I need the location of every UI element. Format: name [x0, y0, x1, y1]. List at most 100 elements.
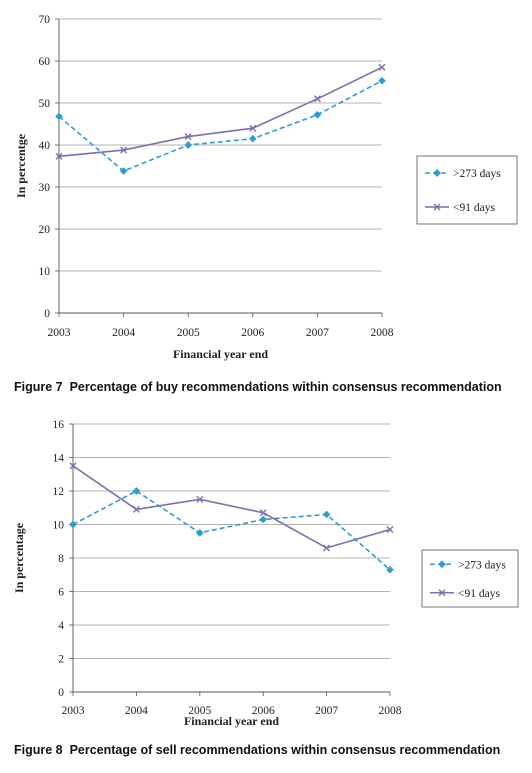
- chart1-y-tick-label: 50: [39, 98, 51, 110]
- chart1-series-under-91-days-point-stroke-b: [120, 146, 128, 154]
- chart1-y-tick-label: 20: [39, 224, 51, 236]
- chart1-gridlines: [59, 18, 382, 272]
- chart1-series-under-91-days-point: [184, 133, 192, 141]
- chart1-series-under-91-days-point: [249, 124, 257, 132]
- chart2-series-over-273-days-point: [132, 487, 141, 495]
- chart2-legend-marker-stroke-b: [438, 589, 446, 597]
- chart1-legend-entry: >273 days: [425, 168, 501, 180]
- chart2-y-tick-label: 10: [53, 520, 65, 532]
- chart1-legend-marker: [433, 203, 441, 211]
- chart2-legend-entry: <91 days: [430, 588, 500, 600]
- chart1-legend-box: [416, 155, 518, 225]
- chart2-series-over-273-days-point: [322, 510, 331, 519]
- chart2-legend-label: >273 days: [458, 559, 506, 571]
- chart2-series-under-91-days-point: [323, 544, 331, 552]
- chart1-x-tick-label: 2007: [306, 327, 329, 339]
- chart1-series-over-273-days-point: [55, 112, 63, 121]
- chart2-series-under-91-days-point: [196, 495, 204, 503]
- chart1-series-under-91-days-line: [58, 66, 383, 158]
- chart2-x-axis-label: Financial year end: [184, 714, 279, 728]
- chart2-x-tick-label: 2007: [315, 705, 338, 717]
- chart2-series-over-273-days: [69, 487, 394, 574]
- chart1-y-tick-label: 10: [39, 266, 51, 278]
- chart1-series-over-273-days-point: [313, 110, 322, 119]
- figure-8-caption: Figure 8 Percentage of sell recommendati…: [14, 743, 500, 757]
- chart1-legend: >273 days <91 days: [416, 155, 518, 225]
- chart2-series-under-91-days-line: [72, 465, 391, 549]
- chart2-series-under-91-days-point: [132, 505, 140, 513]
- chart1-y-axis-label: In percentge: [14, 133, 28, 198]
- chart1-series-over-273-days-line: [58, 80, 383, 172]
- chart2-legend-marker: [438, 560, 446, 569]
- chart2-y-tick-label: 0: [58, 687, 64, 699]
- chart2-y-tick-label: 8: [58, 553, 64, 565]
- chart2-legend-entry: >273 days: [430, 559, 506, 571]
- chart2-y-tick-label: 2: [58, 654, 64, 666]
- chart1-series-under-91-days-point: [120, 146, 128, 154]
- chart1-series-over-273-days: [55, 76, 386, 175]
- chart2-series-under-91-days-point-stroke-b: [69, 462, 77, 470]
- chart1-series-under-91-days-point-stroke-b: [55, 152, 63, 160]
- figure-7-number: Figure 7: [14, 380, 63, 394]
- chart1-legend-entry: <91 days: [425, 202, 495, 214]
- chart2-series-over-273-days-point: [259, 515, 268, 524]
- chart2-y-tick-label: 16: [53, 419, 65, 431]
- chart2-x-tick-label: 2005: [188, 705, 211, 717]
- chart2-x-tick-label: 2004: [125, 705, 148, 717]
- chart2-y-tick-label: 12: [53, 486, 65, 498]
- chart1-y-tick-label: 40: [39, 140, 51, 152]
- chart1-series-under-91-days: [55, 63, 386, 160]
- chart2-legend-label: <91 days: [458, 588, 500, 600]
- chart1-y-tick-label: 70: [39, 14, 51, 26]
- chart2-series-under-91-days-point-stroke-b: [259, 509, 267, 517]
- chart2-x-tick-label: 2008: [379, 705, 402, 717]
- chart2-series-over-273-days-line: [72, 490, 391, 571]
- chart1-x-tick-label: 2006: [241, 327, 264, 339]
- buy-recommendations-chart: 0 10 20 30 40 50 60 70 2003 2004 2005 2006 2007 2008 F…: [14, 14, 518, 361]
- chart1-legend-label: >273 days: [453, 168, 501, 180]
- chart2-y-tick-label: 4: [58, 620, 64, 632]
- chart2-x-tick-label: 2006: [252, 705, 275, 717]
- chart2-legend: >273 days <91 days: [421, 549, 519, 608]
- chart2-legend-marker: [438, 589, 446, 597]
- chart2-series-over-273-days-point: [69, 520, 77, 529]
- chart2-gridlines: [73, 423, 390, 659]
- chart1-series-over-273-days-point: [378, 76, 386, 85]
- sell-recommendations-chart: 0 2 4 6 8 10 12 14 16 2003 2004 2005 2006 2007 2008 Fin…: [12, 419, 519, 728]
- chart2-series-under-91-days-point-stroke-b: [323, 544, 331, 552]
- figure-7-text: Percentage of buy recommendations within…: [69, 380, 502, 394]
- chart2-y-tick-label: 14: [53, 453, 65, 465]
- chart1-series-under-91-days-point-stroke-b: [313, 95, 321, 103]
- chart1-series-under-91-days-point-stroke-b: [249, 124, 257, 132]
- chart2-series-over-273-days-point: [195, 529, 204, 537]
- chart1-series-over-273-days-point: [184, 141, 193, 149]
- chart2-series-under-91-days-point: [69, 462, 77, 470]
- figure-8-text: Percentage of sell recommendations withi…: [69, 743, 501, 757]
- chart1-series-over-273-days-point: [119, 167, 128, 175]
- chart1-x-tick-label: 2008: [371, 327, 394, 339]
- chart2-series-over-273-days-point: [386, 565, 394, 574]
- chart1-series-under-91-days-point: [378, 63, 386, 71]
- chart1-legend-marker-stroke-b: [433, 203, 441, 211]
- chart1-series-under-91-days-point-stroke-b: [184, 133, 192, 141]
- chart2-series-under-91-days-point: [259, 509, 267, 517]
- chart1-legend-marker: [433, 169, 441, 177]
- chart1-series-under-91-days-point: [313, 95, 321, 103]
- figure-8-number: Figure 8: [14, 743, 63, 757]
- chart2-y-axis-label: In percentage: [12, 522, 26, 593]
- chart1-y-tick-label: 30: [39, 182, 51, 194]
- chart2-legend-box: [421, 549, 519, 608]
- chart2-x-tick-label: 2003: [62, 705, 85, 717]
- chart1-x-tick-label: 2005: [177, 327, 200, 339]
- chart1-legend-label: <91 days: [453, 202, 495, 214]
- chart2-series-under-91-days: [69, 462, 394, 552]
- chart1-x-axis-label: Financial year end: [173, 347, 268, 361]
- chart2-y-tick-label: 6: [58, 587, 64, 599]
- chart2-series-under-91-days-point-stroke-b: [386, 526, 394, 534]
- chart1-x-tick-label: 2003: [48, 327, 71, 339]
- figure-7-caption: Figure 7 Percentage of buy recommendatio…: [14, 380, 502, 394]
- chart2-series-under-91-days-point-stroke-b: [132, 505, 140, 513]
- chart2-series-under-91-days-point-stroke-b: [196, 495, 204, 503]
- chart2-series-under-91-days-point: [386, 526, 394, 534]
- chart1-y-tick-label: 0: [44, 308, 50, 320]
